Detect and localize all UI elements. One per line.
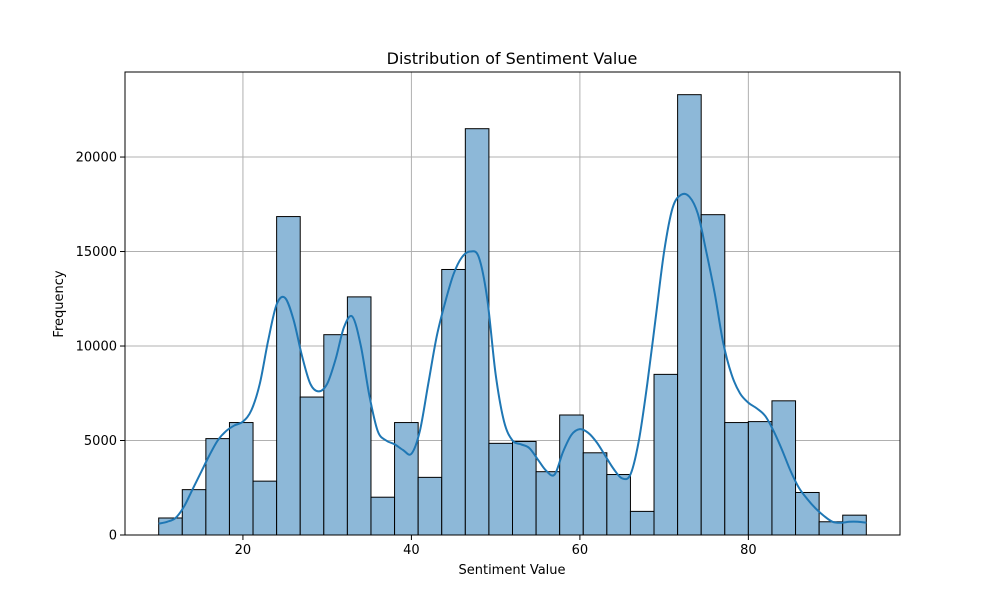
x-tick-label: 40	[403, 543, 420, 558]
y-axis-label: Frequency	[52, 270, 67, 337]
histogram-bar	[629, 510, 655, 536]
histogram-bar	[606, 474, 631, 536]
kde-line	[158, 192, 867, 525]
chart-title: Distribution of Sentiment Value	[387, 49, 638, 68]
histogram-bar	[276, 216, 301, 536]
y-tick-label: 0	[109, 529, 117, 544]
histogram-bar	[700, 214, 726, 536]
histogram-bar	[394, 422, 419, 536]
x-tick-label: 80	[740, 543, 757, 558]
y-tick-label: 5000	[84, 434, 117, 449]
histogram-bar	[181, 489, 207, 536]
histogram-bar	[747, 421, 773, 536]
histogram-bar	[512, 440, 537, 536]
histogram-bar	[559, 414, 584, 536]
histogram-bar	[228, 422, 254, 536]
histogram-bar	[535, 471, 561, 536]
histogram-bar	[488, 442, 514, 536]
histogram-bar	[205, 438, 230, 536]
y-tick-label: 10000	[76, 340, 117, 355]
histogram-bar	[323, 334, 348, 536]
histogram-bar	[252, 480, 278, 536]
tick-layer: 20 40 60 80 0 5000 10000 15000 20000	[76, 151, 757, 558]
bar-layer	[158, 94, 867, 536]
histogram-bar	[346, 296, 372, 536]
histogram-bar	[464, 128, 490, 536]
histogram-bar	[653, 373, 679, 536]
x-axis-label: Sentiment Value	[458, 563, 565, 578]
y-tick-label: 15000	[76, 245, 117, 260]
histogram-bar	[677, 94, 702, 536]
histogram-bar	[582, 452, 608, 536]
x-tick-label: 60	[572, 543, 589, 558]
histogram-bar	[299, 396, 325, 536]
histogram-bar	[842, 514, 867, 536]
y-tick-label: 20000	[76, 151, 117, 166]
histogram-bar	[370, 496, 396, 536]
histogram-bar	[771, 400, 797, 536]
plot-frame	[124, 71, 901, 536]
x-tick-label: 20	[235, 543, 252, 558]
histogram-bar	[441, 268, 466, 536]
histogram-bar	[818, 521, 844, 536]
histogram-bar	[417, 476, 443, 536]
kde-layer	[158, 192, 867, 525]
histogram-bar	[724, 422, 749, 536]
